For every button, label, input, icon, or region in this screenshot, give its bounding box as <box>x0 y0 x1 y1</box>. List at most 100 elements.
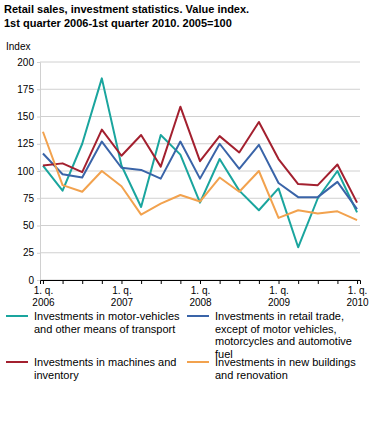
legend-item: Investments in new buildingsand renovati… <box>187 356 356 381</box>
legend-label: Investments in retail trade,except of mo… <box>215 310 352 360</box>
legend-swatch <box>187 315 209 317</box>
y-tick-label: 50 <box>23 220 35 231</box>
grid-line <box>40 62 360 63</box>
series-line <box>43 78 357 247</box>
legend-item: Investments in retail trade,except of mo… <box>187 310 352 360</box>
x-tick-mark <box>43 280 44 284</box>
legend: Investments in motor-vehiclesand other m… <box>6 310 356 381</box>
x-tick: 1. q.2008 <box>189 280 212 308</box>
y-tick: 75 <box>23 193 40 204</box>
x-tick <box>337 280 338 284</box>
x-tick-mark <box>82 280 83 284</box>
y-tick-mark <box>37 62 40 63</box>
grid-line <box>40 143 360 144</box>
grid <box>40 62 360 280</box>
y-tick-mark <box>37 144 40 145</box>
chart: Retail sales, investment statistics. Val… <box>0 0 370 444</box>
x-tick: 1. q.2006 <box>32 280 55 308</box>
x-axis-line <box>41 281 361 285</box>
x-tick-mark <box>337 280 338 284</box>
x-tick-mark <box>161 280 162 284</box>
x-tick <box>161 280 162 284</box>
x-tick-mark <box>279 280 280 284</box>
title: Retail sales, investment statistics. Val… <box>4 3 249 15</box>
x-tick-label: 1. q.2008 <box>189 285 212 308</box>
y-tick-label: 100 <box>17 166 34 177</box>
x-tick-label: 1. q.2007 <box>111 285 134 308</box>
y-tick: 25 <box>23 247 40 258</box>
y-tick-mark <box>37 198 40 199</box>
x-tick-label: 1. q.2009 <box>268 285 291 308</box>
y-axis: 0 25 50 75 100 125 150 175 200 <box>17 57 40 286</box>
x-tick <box>82 280 83 284</box>
x-tick-mark <box>141 280 142 284</box>
x-tick: 1. q.2009 <box>268 280 291 308</box>
lines <box>43 78 357 247</box>
y-tick-label: 175 <box>17 84 34 95</box>
legend-label: Investments in new buildingsand renovati… <box>215 356 356 381</box>
y-tick-label: 75 <box>23 193 35 204</box>
legend-swatch <box>6 315 28 317</box>
legend-item: Investments in machines andinventory <box>6 356 176 381</box>
x-tick-label: 1. q.2010 <box>346 285 369 308</box>
y-tick-mark <box>37 89 40 90</box>
legend-swatch <box>187 361 209 363</box>
y-tick-mark <box>37 171 40 172</box>
legend-item: Investments in motor-vehiclesand other m… <box>6 310 180 335</box>
grid-line <box>40 89 360 90</box>
y-tick: 175 <box>17 84 40 95</box>
legend-label: Investments in machines andinventory <box>34 356 176 381</box>
y-tick: 100 <box>17 166 40 177</box>
x-tick: 1. q.2010 <box>346 280 369 308</box>
x-tick <box>259 280 260 284</box>
y-tick: 200 <box>17 57 40 68</box>
y-tick-label: 25 <box>23 247 35 258</box>
series-line <box>43 107 357 203</box>
x-tick <box>298 280 299 284</box>
y-tick-mark <box>37 280 40 281</box>
x-tick: 1. q.2007 <box>111 280 134 308</box>
y-axis-line <box>37 63 41 281</box>
series-line <box>43 132 357 220</box>
x-tick-mark <box>102 280 103 284</box>
y-tick: 150 <box>17 111 40 122</box>
y-tick-label: 125 <box>17 138 34 149</box>
x-tick-mark <box>357 280 358 284</box>
y-tick-mark <box>37 226 40 227</box>
x-tick <box>63 280 64 284</box>
y-tick: 0 <box>28 275 40 286</box>
x-tick-mark <box>220 280 221 284</box>
y-axis-label: Index <box>6 41 30 52</box>
x-tick-mark <box>63 280 64 284</box>
x-tick-label: 1. q.2006 <box>32 285 55 308</box>
legend-swatch <box>6 361 28 363</box>
x-tick <box>141 280 142 284</box>
y-tick: 125 <box>17 138 40 149</box>
x-tick-mark <box>318 280 319 284</box>
x-tick-mark <box>259 280 260 284</box>
y-tick-mark <box>37 117 40 118</box>
x-tick-mark <box>200 280 201 284</box>
x-tick <box>318 280 319 284</box>
grid-line <box>40 116 360 117</box>
x-tick-mark <box>298 280 299 284</box>
grid-line <box>40 252 360 253</box>
x-tick <box>220 280 221 284</box>
series-line <box>43 142 357 210</box>
y-tick-label: 0 <box>28 275 34 286</box>
x-tick-mark <box>239 280 240 284</box>
legend-label: Investments in motor-vehiclesand other m… <box>34 310 180 335</box>
y-tick-label: 150 <box>17 111 34 122</box>
subtitle: 1st quarter 2006-1st quarter 2010. 2005=… <box>4 17 232 29</box>
y-tick: 50 <box>23 220 40 231</box>
y-tick-mark <box>37 253 40 254</box>
x-tick <box>102 280 103 284</box>
x-tick-mark <box>180 280 181 284</box>
y-tick-label: 200 <box>17 57 34 68</box>
grid-line <box>40 225 360 226</box>
x-tick <box>180 280 181 284</box>
x-tick-mark <box>121 280 122 284</box>
grid-line <box>40 171 360 172</box>
plot: 0 25 50 75 100 125 150 175 200 1. q.2006 1. q.2007… <box>17 57 369 308</box>
x-axis: 1. q.2006 1. q.2007 1. q.2008 1. q.2009 1. q… <box>32 280 369 308</box>
